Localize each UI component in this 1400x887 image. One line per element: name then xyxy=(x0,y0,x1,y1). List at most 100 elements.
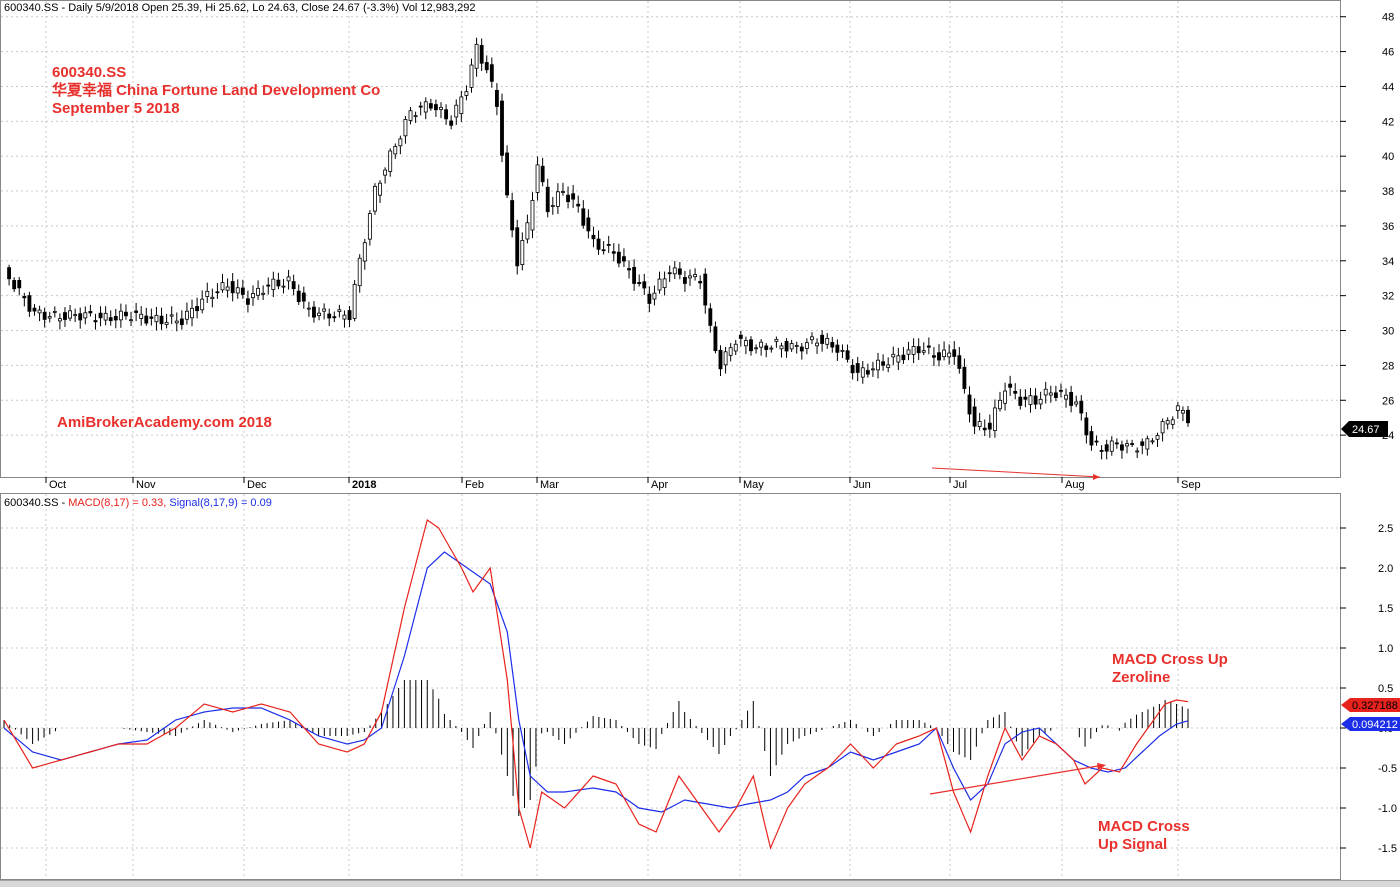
candle-body xyxy=(1018,396,1023,406)
candle-body xyxy=(12,280,17,290)
candle-body xyxy=(373,185,377,212)
candle-body xyxy=(418,105,423,108)
candle-body xyxy=(622,256,626,262)
candle-body xyxy=(1053,392,1058,399)
candle-body xyxy=(672,267,677,275)
macd-grid xyxy=(1,494,1340,879)
candle-body xyxy=(738,334,743,339)
candle-body xyxy=(596,238,601,250)
candle-body xyxy=(733,343,738,352)
price-pane-frame xyxy=(0,0,1341,478)
candle-body xyxy=(1175,405,1180,411)
candle-body xyxy=(271,278,276,290)
candle-body xyxy=(261,292,266,295)
candle-body xyxy=(586,217,591,232)
candle-body xyxy=(987,422,992,430)
candle-body xyxy=(571,193,576,200)
candle-body xyxy=(845,350,850,360)
candle-body xyxy=(743,340,748,347)
price-y-tick-label: 46 xyxy=(1382,47,1394,59)
candle-body xyxy=(281,285,286,288)
candle-body xyxy=(42,311,47,320)
candle-body xyxy=(942,349,947,358)
candle-body xyxy=(998,399,1002,410)
price-y-tick-label: 34 xyxy=(1382,256,1394,268)
macd-y-tick-label: 0.5 xyxy=(1378,683,1393,695)
candle-body xyxy=(108,317,113,322)
candle-body xyxy=(296,290,301,303)
candle-body xyxy=(886,364,891,368)
x-tick-label: Feb xyxy=(465,479,484,491)
candle-body xyxy=(555,191,560,207)
annotation-symbol: 600340.SS xyxy=(52,64,126,81)
candle-body xyxy=(52,311,57,313)
candle-body xyxy=(876,359,880,371)
candle-body xyxy=(393,146,398,155)
candle-body xyxy=(124,311,128,317)
candle-body xyxy=(611,251,616,254)
candle-body xyxy=(1059,389,1063,392)
candle-body xyxy=(1165,420,1170,425)
candle-body xyxy=(627,268,631,271)
candle-body xyxy=(637,282,642,285)
last-price-marker: 24.67 xyxy=(1341,421,1388,437)
candle-body xyxy=(1186,409,1190,424)
price-y-tick-label: 30 xyxy=(1382,326,1394,338)
sheet-tab-bar[interactable] xyxy=(0,880,1400,887)
candle-body xyxy=(57,318,62,322)
candle-body xyxy=(489,64,494,82)
candle-body xyxy=(718,349,723,370)
candle-body xyxy=(1069,392,1074,406)
candle-body xyxy=(1074,401,1079,405)
candle-body xyxy=(784,341,789,352)
macd-divergence-arrowhead xyxy=(1097,763,1106,770)
candle-body xyxy=(332,316,337,319)
candle-body xyxy=(337,309,342,312)
macd-line xyxy=(3,519,1189,850)
candle-body xyxy=(449,120,454,126)
candle-body xyxy=(149,316,154,319)
macd-y-tick-label: 2.0 xyxy=(1378,563,1393,575)
x-axis-ticks: Oct Nov Dec 2018 Feb Mar Apr May Jun Jul Aug Sep xyxy=(45,477,1201,491)
candle-body xyxy=(662,278,667,289)
candle-body xyxy=(1140,441,1145,446)
candle-body xyxy=(428,103,433,109)
candle-body xyxy=(667,272,672,275)
candle-body xyxy=(1048,392,1053,396)
candle-body xyxy=(256,287,261,296)
candle-body xyxy=(1114,442,1119,445)
price-y-tick-label: 48 xyxy=(1382,12,1394,24)
candle-body xyxy=(352,283,357,319)
candle-body xyxy=(799,346,804,352)
candle-body xyxy=(195,306,200,312)
candle-body xyxy=(103,312,108,321)
x-tick-label: Dec xyxy=(247,479,267,491)
candle-body xyxy=(677,268,682,275)
candle-body xyxy=(566,194,570,203)
candle-body xyxy=(276,279,281,287)
candle-body xyxy=(926,345,931,348)
candle-body xyxy=(642,281,647,289)
candle-body xyxy=(347,310,352,321)
macd-divergence-arrow xyxy=(929,764,1105,795)
candle-body xyxy=(1013,390,1018,394)
candle-body xyxy=(327,313,332,319)
candle-body xyxy=(749,339,753,352)
candle-body xyxy=(1043,388,1048,396)
candle-body xyxy=(952,349,957,357)
candle-body xyxy=(439,106,443,110)
candle-body xyxy=(342,314,347,320)
candle-body xyxy=(764,345,769,350)
x-tick-label: 2018 xyxy=(352,479,376,491)
candle-body xyxy=(378,182,382,196)
candle-body xyxy=(139,313,144,319)
macd-y-ticks: -1.5-1.0-0.50.00.51.01.52.02.5 xyxy=(1340,523,1397,855)
candle-body xyxy=(1145,438,1150,450)
candle-body xyxy=(494,90,499,107)
candle-body xyxy=(444,109,449,120)
candle-body xyxy=(520,240,525,265)
annotation-cross-zero-line2: Zeroline xyxy=(1112,669,1170,686)
candle-body xyxy=(810,336,814,341)
candle-body xyxy=(134,310,139,313)
